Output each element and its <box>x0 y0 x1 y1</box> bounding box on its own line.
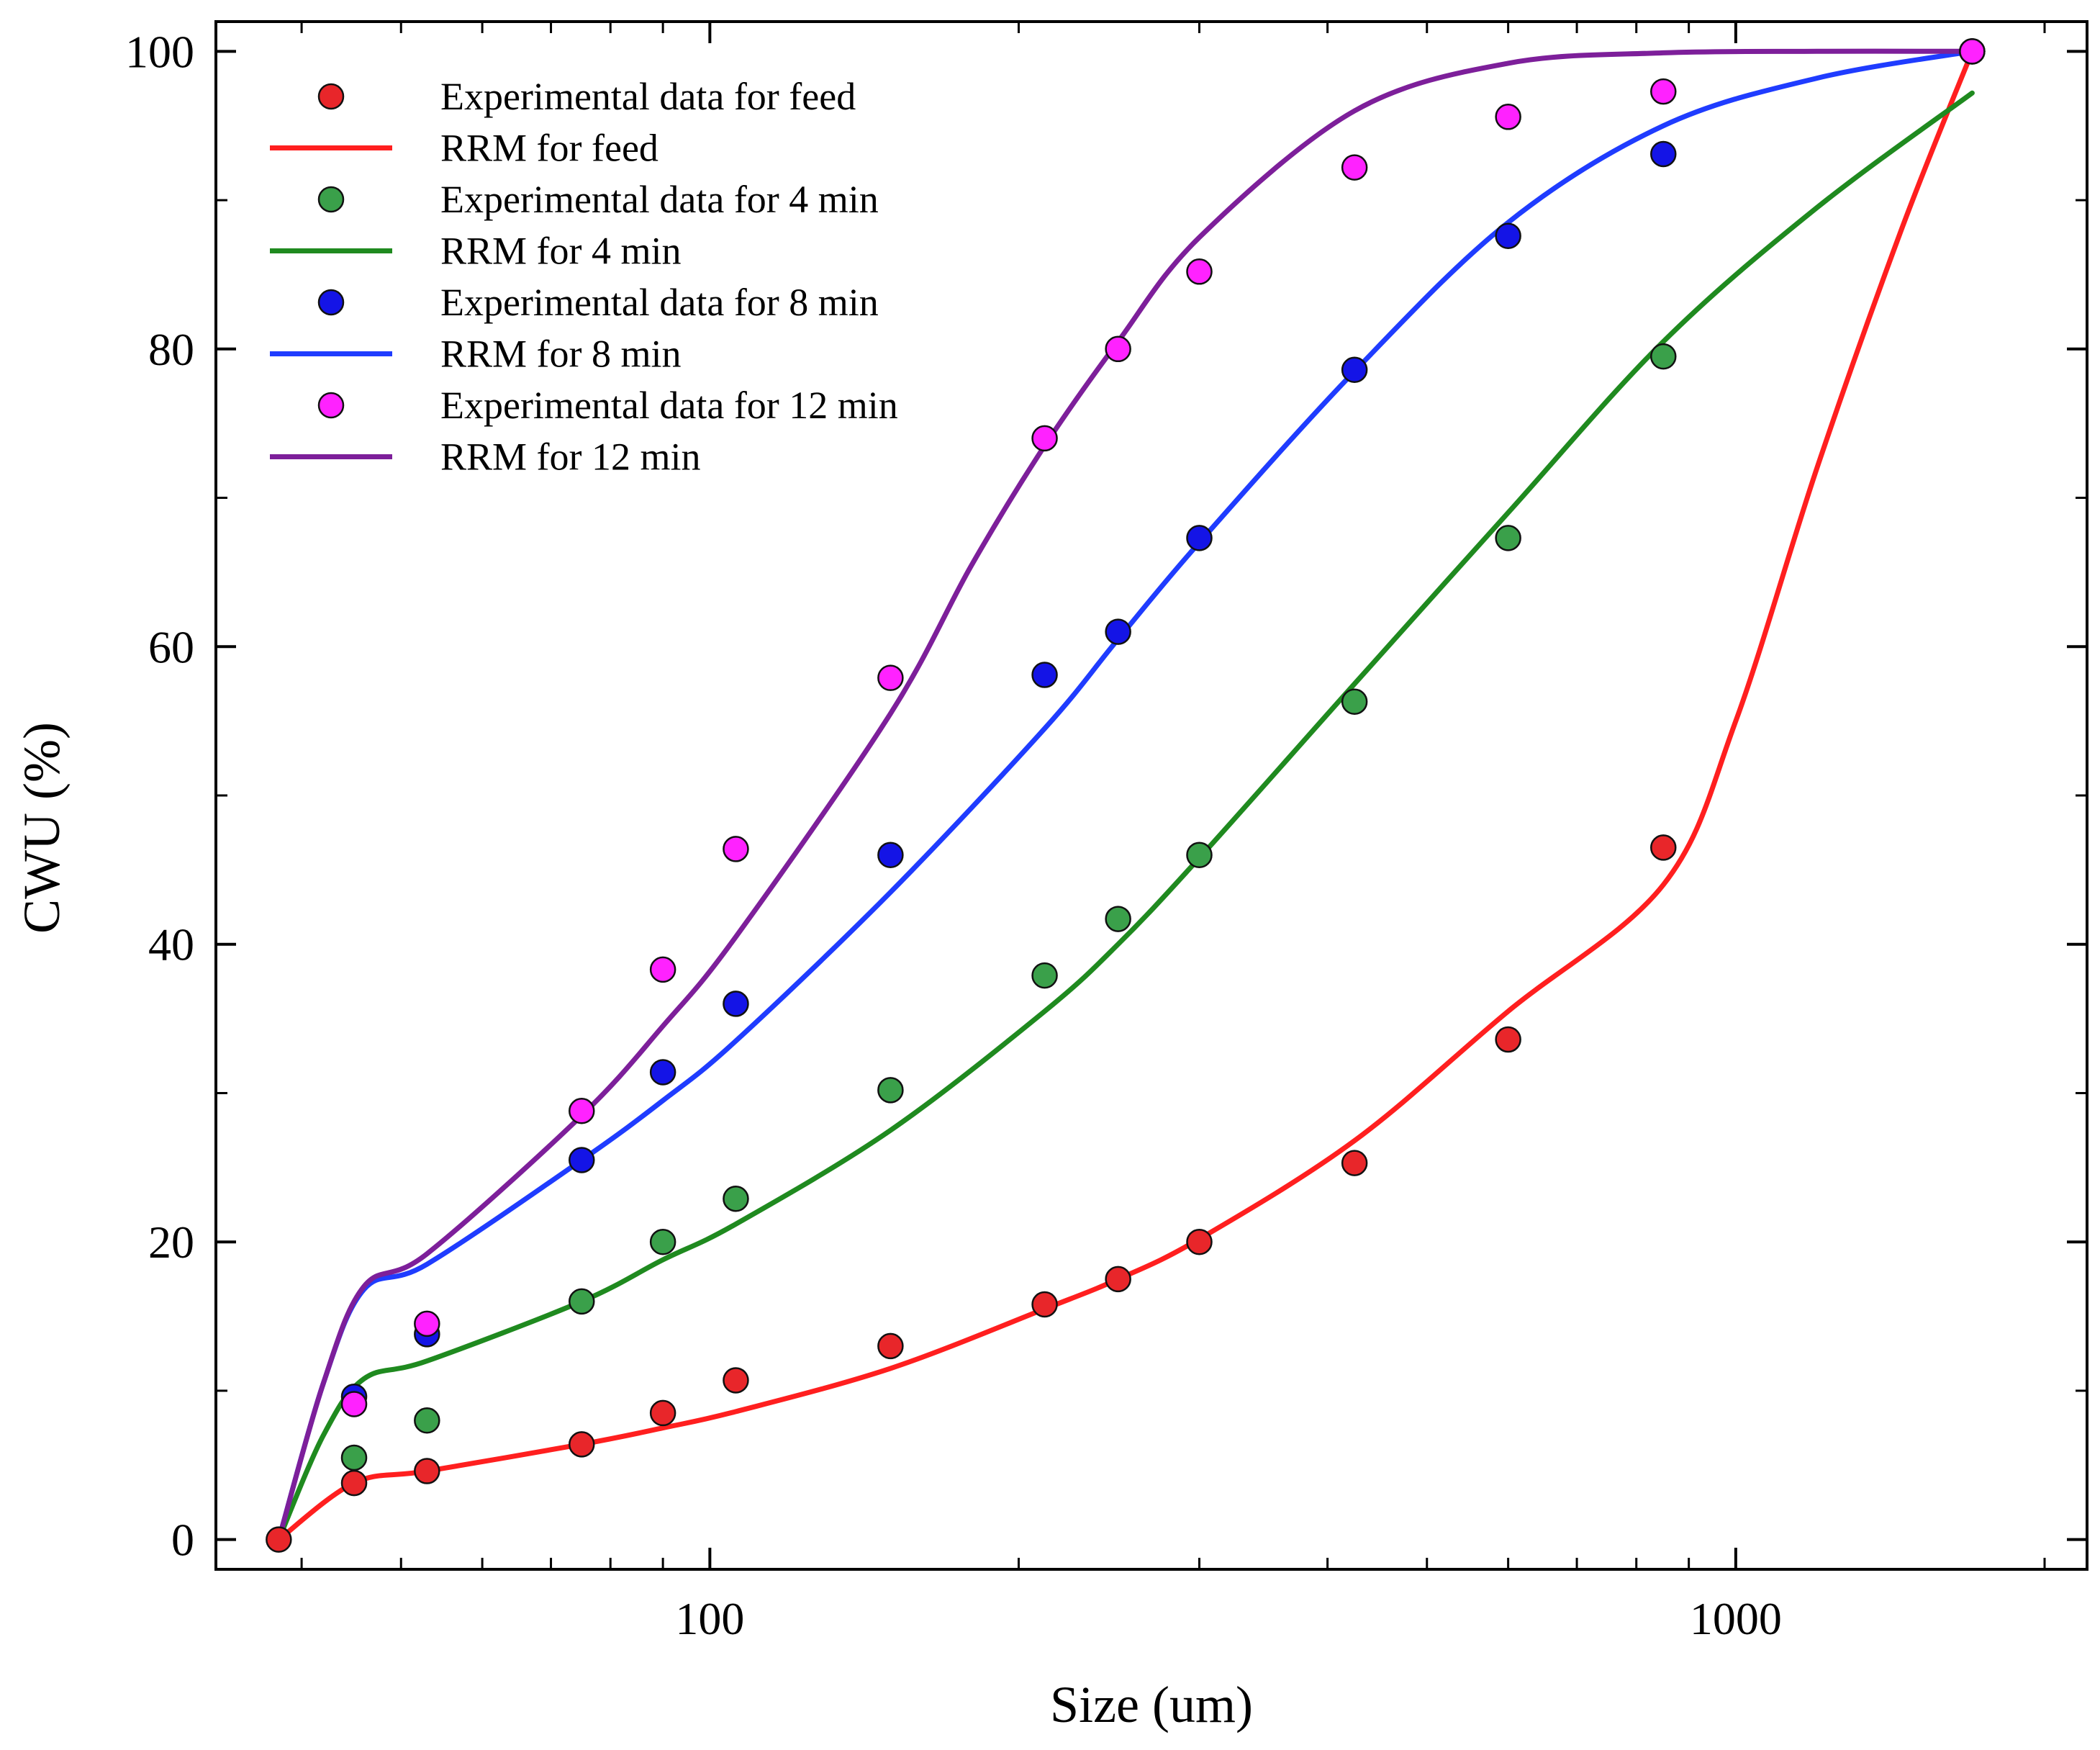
y-tick-label: 40 <box>148 919 194 970</box>
y-tick-label: 20 <box>148 1217 194 1268</box>
data-point <box>877 664 904 691</box>
x-tick-label: 100 <box>675 1593 744 1644</box>
data-point <box>723 991 749 1017</box>
legend-marker <box>317 289 345 316</box>
data-point <box>1495 222 1521 249</box>
series-line <box>276 90 1975 1543</box>
y-tick-label: 80 <box>148 324 194 375</box>
data-point <box>1650 343 1677 370</box>
data-point <box>649 1059 676 1086</box>
axes: 0 20 40 60 80 100 100 1000 <box>125 22 2087 1644</box>
y-axis-title: CWU (%) <box>13 722 71 934</box>
legend-label: Experimental data for 4 min <box>440 178 879 221</box>
data-point <box>1031 962 1058 989</box>
legend: Experimental data for feed RRM for feed Ex… <box>270 75 898 479</box>
data-point <box>1341 1150 1368 1176</box>
data-point <box>1105 618 1131 645</box>
data-point <box>649 1399 676 1427</box>
data-point <box>569 1431 595 1458</box>
data-point <box>340 1391 368 1417</box>
data-point <box>340 1469 368 1497</box>
data-point <box>1959 38 1986 65</box>
legend-label: Experimental data for 12 min <box>440 384 898 427</box>
data-point <box>1495 104 1521 130</box>
data-point <box>1105 906 1131 932</box>
legend-label: RRM for 8 min <box>440 333 682 376</box>
data-point <box>569 1147 595 1173</box>
legend-label: RRM for 12 min <box>440 436 701 479</box>
data-point <box>1341 688 1368 716</box>
y-tick-label: 0 <box>171 1515 194 1566</box>
legend-marker <box>317 186 345 213</box>
data-point <box>266 1526 292 1553</box>
data-point <box>649 1228 676 1255</box>
data-point <box>649 956 676 983</box>
data-point <box>723 1367 749 1394</box>
x-axis-title: Size (um) <box>1050 1676 1253 1733</box>
data-point <box>1105 335 1131 363</box>
x-tick-label: 1000 <box>1690 1593 1782 1644</box>
legend-label: RRM for feed <box>440 127 658 170</box>
data-point <box>1031 1291 1058 1318</box>
data-point <box>340 1444 368 1471</box>
data-point <box>1650 834 1677 861</box>
legend-label: Experimental data for 8 min <box>440 281 879 324</box>
data-point <box>877 1332 904 1360</box>
data-point <box>1650 78 1677 105</box>
data-point <box>723 1185 749 1212</box>
legend-marker <box>317 392 345 419</box>
series-line <box>276 48 1975 1543</box>
data-point <box>1105 1266 1131 1293</box>
data-point <box>569 1098 595 1124</box>
series-line <box>276 48 1975 1543</box>
legend-label: RRM for 4 min <box>440 230 682 273</box>
data-point <box>1341 356 1368 383</box>
data-point <box>1341 154 1368 181</box>
data-point <box>1495 525 1521 551</box>
series-layer <box>266 38 1986 1553</box>
data-point <box>414 1458 440 1484</box>
y-tick-label: 60 <box>148 621 194 672</box>
data-point <box>1186 842 1213 868</box>
legend-label: Experimental data for feed <box>440 75 856 118</box>
data-point <box>1650 140 1677 168</box>
data-point <box>1031 662 1058 688</box>
data-point <box>1186 1228 1213 1255</box>
data-point <box>414 1407 440 1434</box>
data-point <box>1186 525 1213 551</box>
data-point <box>1031 425 1058 452</box>
legend-marker <box>317 83 345 110</box>
data-point <box>569 1288 595 1315</box>
data-point <box>1495 1026 1521 1053</box>
data-point <box>877 842 904 868</box>
data-point <box>723 836 749 862</box>
data-point <box>1186 258 1213 285</box>
series-line <box>276 48 1975 1543</box>
data-point <box>414 1310 440 1338</box>
data-point <box>877 1077 904 1104</box>
y-tick-label: 100 <box>125 26 194 77</box>
